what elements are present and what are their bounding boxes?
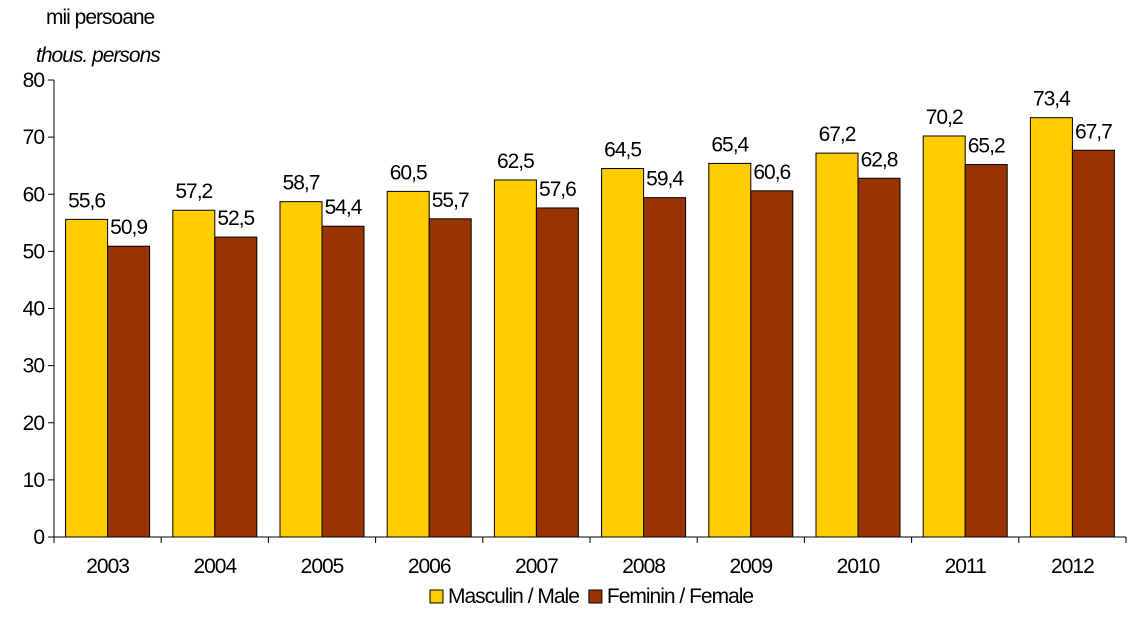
data-label: 59,4 [646,168,684,191]
x-tick-label: 2011 [945,555,986,578]
bar-male [815,152,859,538]
y-tick-label: 0 [33,526,44,549]
bars [65,117,1115,538]
data-label: 62,8 [861,148,898,171]
data-label: 67,7 [1075,120,1112,143]
y-tick-label: 40 [23,298,45,321]
bar-female [857,177,901,538]
legend-swatch-female [588,589,603,604]
bar-female [964,164,1008,538]
data-label: 50,9 [110,216,147,239]
y-tick-label: 10 [23,469,45,492]
x-tick-label: 2005 [301,555,344,578]
data-label: 60,5 [390,161,427,184]
bar-male [493,179,537,538]
legend-label-female: Feminin / Female [607,585,754,608]
x-tick-label: 2007 [515,555,558,578]
y-tick-label: 70 [23,126,45,149]
bar-female [535,207,579,538]
bar-female [643,197,687,538]
bar-female [214,236,258,538]
bar-female [321,225,365,538]
legend-swatch-male [429,589,444,604]
data-label: 70,2 [926,106,963,129]
y-tick-label: 50 [23,240,45,263]
bar-female [107,245,151,538]
data-labels: 55,650,9 57,252,5 58,754,4 60,555,7 62,557,6… [68,88,1113,240]
bar-male [279,201,323,538]
bar-female [750,190,794,538]
data-label: 60,6 [753,161,790,184]
bar-male [65,218,109,538]
bar-female [1071,149,1115,538]
x-tick-label: 2004 [193,555,237,578]
data-label: 52,5 [217,207,254,230]
x-tick-label: 2012 [1051,555,1094,578]
data-label: 55,6 [68,189,105,212]
axes: 0 10 20 30 40 50 60 70 80 2003 2004 2005 2006 2007 200… [23,69,1127,578]
y-axis-unit-label: mii persoane [46,6,155,29]
data-label: 58,7 [283,172,320,195]
data-label: 57,6 [539,178,576,201]
bar-male [601,168,645,538]
x-tick-label: 2003 [86,555,129,578]
data-label: 57,2 [175,180,212,203]
data-label: 65,4 [711,133,749,156]
bar-male [922,135,966,538]
y-tick-label: 60 [23,183,45,206]
data-label: 55,7 [432,189,469,212]
data-label: 73,4 [1033,88,1071,111]
bar-male [1029,117,1073,538]
x-tick-label: 2008 [622,555,665,578]
data-label: 54,4 [325,196,363,219]
y-tick-label: 80 [23,69,45,92]
data-label: 67,2 [819,123,856,146]
legend: Masculin / Male Feminin / Female [429,585,754,608]
x-tick-label: 2006 [408,555,451,578]
y-tick-label: 20 [23,412,45,435]
bar-male [172,209,216,538]
y-tick-label: 30 [23,355,45,378]
bar-male [386,190,430,538]
data-label: 62,5 [497,150,534,173]
bar-female [428,218,472,538]
y-axis-unit-label-english: thous. persons [36,44,161,67]
data-label: 64,5 [604,139,641,162]
x-tick-label: 2009 [729,555,772,578]
legend-label-male: Masculin / Male [448,585,579,608]
data-label: 65,2 [968,135,1005,158]
bar-male [708,162,752,538]
x-tick-label: 2010 [837,555,880,578]
